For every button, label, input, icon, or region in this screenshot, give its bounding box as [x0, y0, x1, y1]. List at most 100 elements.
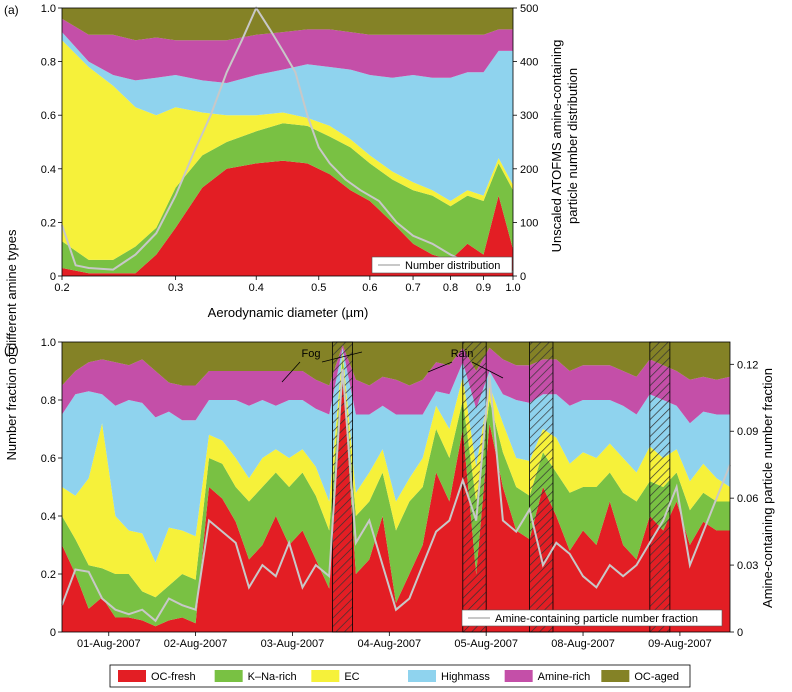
panel-b-line-layer [61, 368, 731, 623]
panel-a-legend-box [371, 256, 513, 274]
plot-frame [61, 341, 731, 633]
annotation-fog-arrow-left [281, 361, 301, 383]
annotation-fog: Fog [302, 348, 321, 360]
y-tick-label: 0.2 [41, 217, 56, 229]
area-amine-rich [62, 18, 513, 84]
panel-b-legend-box [461, 609, 723, 627]
legend-swatch-oc-fresh [118, 670, 146, 682]
y-tick-label: 0.8 [41, 395, 56, 407]
shared-ylabel: Number fraction of different amine types [4, 229, 19, 460]
area-k-na-rich [62, 123, 513, 274]
x-tick-label: 0.3 [168, 282, 183, 294]
panel-b-shaded-periods [332, 341, 671, 633]
x-tick-label: 0.2 [54, 282, 69, 294]
series-line [61, 5, 514, 273]
panel-b-legend-label: Amine-containing particle number fractio… [495, 613, 698, 625]
legend-label: OC-aged [634, 671, 679, 683]
y-tick-label: 1.0 [41, 3, 56, 15]
x-tick-label: 0.7 [405, 282, 420, 294]
area-k-na-rich [62, 356, 730, 627]
shaded-period [529, 341, 554, 633]
legend-label: Highmass [441, 671, 490, 683]
x-tick-label: 0.6 [362, 282, 377, 294]
shaded-period [462, 341, 487, 633]
panel-a-areas [62, 8, 513, 276]
y2-tick-label: 0.03 [737, 560, 758, 572]
x-tick-label: 0.9 [476, 282, 491, 294]
area-oc-fresh [62, 371, 730, 632]
panel-a-legend-label: Number distribution [405, 260, 500, 272]
y-tick-label: 0.6 [41, 453, 56, 465]
y-tick-label: 0 [50, 627, 56, 639]
y-tick-label: 0 [50, 271, 56, 283]
x-tick-label: 04-Aug-2007 [358, 638, 422, 650]
panel-a-xlabel: Aerodynamic diameter (µm) [208, 305, 369, 320]
area-ec [62, 40, 513, 260]
x-tick-label: 03-Aug-2007 [261, 638, 325, 650]
legend-swatch-oc-aged [601, 670, 630, 682]
y2-tick-label: 300 [520, 110, 538, 122]
area-amine-rich [62, 344, 730, 424]
legend-swatch-ec [311, 670, 340, 682]
panel-b-areas [62, 342, 730, 632]
legend-label: K–Na-rich [248, 671, 297, 683]
legend-swatch-k-na-rich [214, 670, 243, 682]
area-oc-aged [62, 342, 730, 386]
y2-tick-label: 0.12 [737, 359, 758, 371]
y-tick-label: 1.0 [41, 337, 56, 349]
panel-a-tag: (a) [4, 3, 19, 17]
area-highmass [62, 347, 730, 563]
annotation-fog-arrow-right [321, 351, 363, 363]
x-tick-label: 02-Aug-2007 [164, 638, 228, 650]
legend-swatch-amine-rich [504, 670, 533, 682]
y-tick-label: 0.4 [41, 164, 56, 176]
x-tick-label: 05-Aug-2007 [454, 638, 518, 650]
y2-tick-label: 400 [520, 57, 538, 69]
x-tick-label: 09-Aug-2007 [648, 638, 712, 650]
annotation-rain: Rain [451, 348, 474, 360]
panel-b-tag: (b) [4, 343, 19, 357]
panel-b-legend: Amine-containing particle number fractio… [461, 609, 723, 627]
area-oc-fresh [62, 160, 513, 276]
x-tick-label: 0.8 [443, 282, 458, 294]
x-tick-label: 0.4 [249, 282, 264, 294]
panel-a-ylabel-right: Unscaled ATOFMS amine-containingparticle… [549, 40, 580, 253]
y2-tick-label: 0 [520, 271, 526, 283]
legend-label: Amine-rich [538, 671, 591, 683]
panel-b: (b) 0 0.2 0.4 0.6 0.8 1.0 0 0.03 0.06 0.09 0.12 01-… [4, 337, 775, 650]
area-oc-aged [62, 8, 513, 41]
annotation-rain-arrow-left [427, 361, 453, 373]
y2-tick-label: 0.06 [737, 493, 758, 505]
y-tick-label: 0.2 [41, 569, 56, 581]
y2-tick-label: 0.09 [737, 426, 758, 438]
y2-tick-label: 0 [737, 627, 743, 639]
legend-swatch-highmass [408, 670, 436, 682]
panel-a-line-layer [61, 5, 514, 273]
plot-frame [61, 7, 514, 277]
legend-label: EC [344, 671, 359, 683]
y-tick-label: 0.4 [41, 511, 56, 523]
panel-b-ylabel-right-text: Amine-containing particle number fractio… [760, 368, 775, 608]
annotation-rain-arrow-right [471, 361, 504, 379]
x-tick-label: 08-Aug-2007 [551, 638, 615, 650]
area-ec [62, 350, 730, 598]
panel-b-annotations: Fog Rain [281, 348, 504, 383]
y2-tick-label: 500 [520, 3, 538, 15]
y-tick-label: 0.8 [41, 57, 56, 69]
shaded-period [649, 341, 671, 633]
bottom-legend-box [109, 664, 691, 688]
panel-b-ylabel-right: Amine-containing particle number fractio… [760, 368, 775, 608]
panel-a-legend: Number distribution [371, 256, 513, 274]
y-tick-label: 0.6 [41, 110, 56, 122]
panel-b-axes: 0 0.2 0.4 0.6 0.8 1.0 0 0.03 0.06 0.09 0.12 01-Aug-… [41, 337, 759, 650]
x-tick-label: 01-Aug-2007 [77, 638, 141, 650]
panel-a-ylabel-right-text: Unscaled ATOFMS amine-containingparticle… [549, 40, 580, 253]
area-highmass [62, 32, 513, 201]
bottom-legend: OC-fresh K–Na-rich EC Highmass Amine-rich OC-… [109, 664, 691, 688]
series-line [61, 368, 731, 623]
y2-tick-label: 200 [520, 164, 538, 176]
x-tick-label: 0.5 [311, 282, 326, 294]
